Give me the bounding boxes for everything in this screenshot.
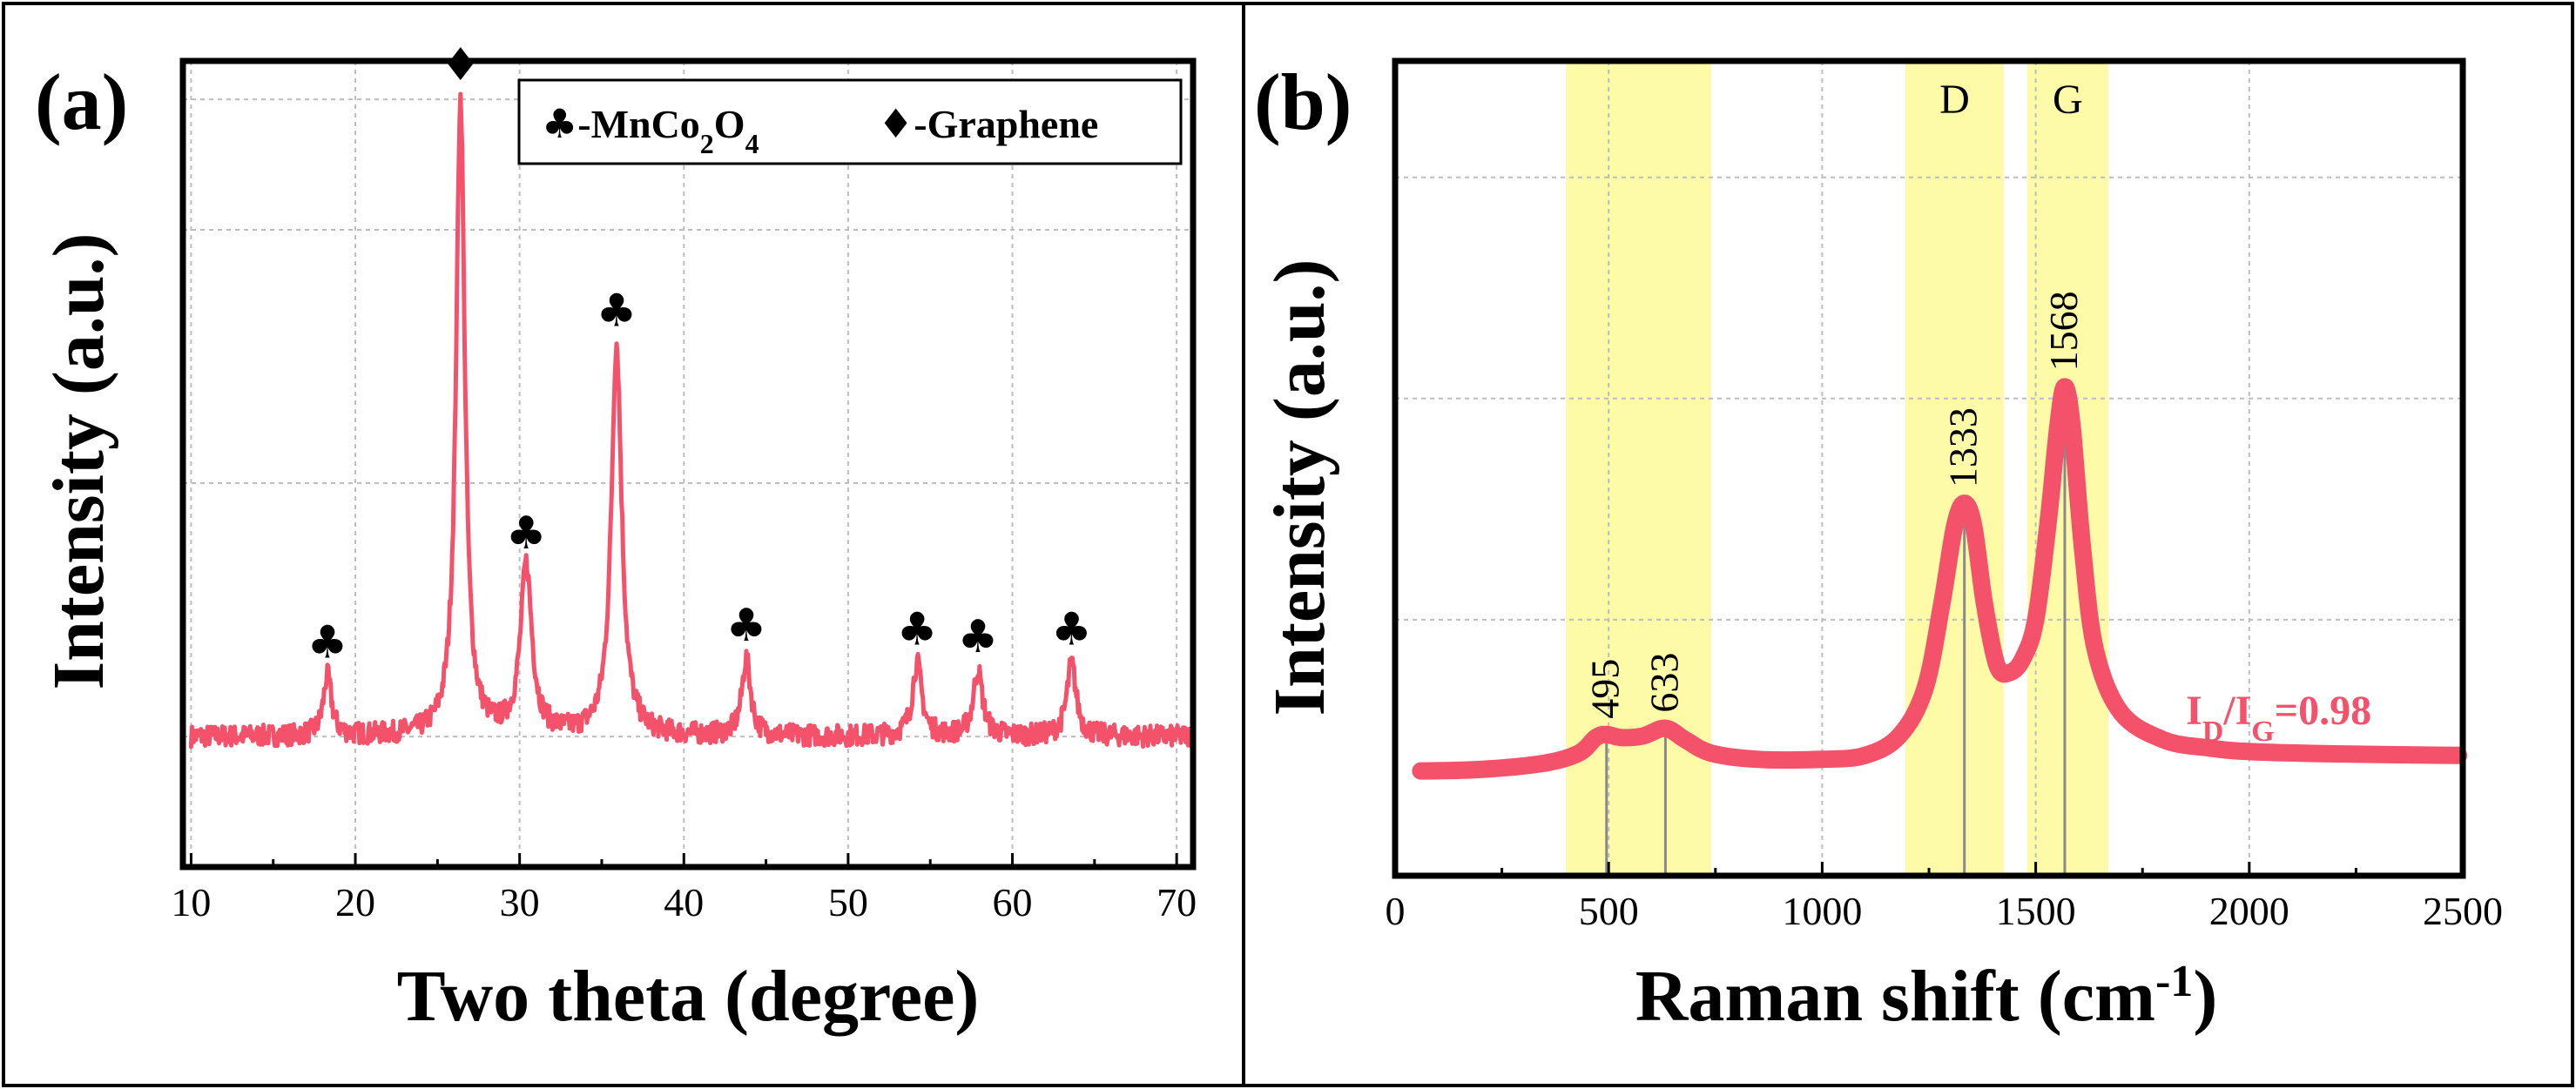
club-icon: ♣ — [897, 603, 938, 655]
panel-b-label: (b) — [1254, 57, 1352, 146]
panel-a-grid — [183, 61, 1193, 867]
panel-b-chart: D G 495 633 1333 1568 0 500 1000 1500 2000 2500 (… — [1254, 57, 2503, 1037]
club-icon: ♣ — [542, 100, 577, 147]
diamond-icon: ♦ — [878, 100, 914, 147]
club-icon: ♣ — [307, 616, 348, 669]
club-icon: ♣ — [958, 611, 999, 663]
diamond-icon: ♦ — [440, 39, 481, 91]
highlight-band — [1905, 61, 2004, 876]
panel-a-tick-label: 10 — [171, 880, 211, 924]
panel-a-xrd-curve — [188, 91, 1196, 750]
panel-a-tick-label: 50 — [828, 880, 868, 924]
club-icon: ♣ — [597, 285, 637, 337]
panel-a-plot-area — [179, 57, 1197, 871]
panel-b-y-axis-label: Intensity (a.u.) — [1259, 259, 1340, 716]
panel-a-legend: ♣-MnCo2O4 ♦-Graphene — [517, 78, 1183, 165]
club-icon: ♣ — [506, 508, 547, 560]
panel-a-y-axis-label: Intensity (a.u.) — [38, 232, 119, 689]
band-label-g: G — [2053, 77, 2083, 123]
panel-a-x-axis-label: Two theta (degree) — [397, 956, 980, 1037]
panel-b-tick-label: 2000 — [2209, 889, 2289, 933]
panel-a-tick-label: 30 — [500, 880, 540, 924]
panel-b-x-axis-label: Raman shift (cm-1) — [1635, 956, 2218, 1037]
panel-b-frame — [1242, 2, 2574, 1087]
legend-item-mnco2o4: ♣-MnCo2O4 — [542, 100, 759, 159]
panel-a-tick-label: 70 — [1157, 880, 1197, 924]
club-icon: ♣ — [726, 600, 767, 652]
panel-b-peak-labels: 495 633 1333 1568 — [1583, 291, 2086, 718]
panel-b-raman-curve — [1412, 378, 2468, 780]
panel-a-tick-label: 40 — [664, 880, 704, 924]
peak-label-633: 633 — [1642, 653, 1686, 713]
club-icon: ♣ — [1051, 603, 1092, 655]
panel-b-x-ticks: 0 500 1000 1500 2000 2500 — [1386, 862, 2503, 933]
peak-label-1568: 1568 — [2041, 291, 2086, 371]
band-label-d: D — [1939, 77, 1970, 123]
legend-box — [517, 78, 1183, 165]
panel-b-tick-label: 500 — [1579, 889, 1639, 933]
panel-b-tick-label: 0 — [1386, 889, 1406, 933]
peak-label-495: 495 — [1583, 659, 1628, 719]
panel-a-x-ticks: 10 20 30 40 50 60 70 — [171, 853, 1197, 924]
panel-a-chart: ♣ ♦ ♣ ♣ ♣ ♣ ♣ ♣ 10 20 30 40 50 60 70 (a) ♣-MnCo2O4 ♦-… — [35, 39, 1197, 1037]
panel-a-label: (a) — [35, 57, 128, 146]
id-ig-ratio-annotation: ID/IG=0.98 — [2186, 688, 2371, 748]
panel-b-tick-label: 2500 — [2423, 889, 2503, 933]
panel-b-tick-label: 1000 — [1782, 889, 1862, 933]
panel-b-tick-label: 1500 — [1996, 889, 2076, 933]
panel-a-tick-label: 60 — [993, 880, 1033, 924]
panel-b-peak-lines — [1605, 387, 2067, 876]
panel-a-tick-label: 20 — [335, 880, 375, 924]
legend-item-graphene: ♦-Graphene — [878, 100, 1098, 147]
peak-label-1333: 1333 — [1941, 407, 1986, 487]
panel-a-peak-markers: ♣ ♦ ♣ ♣ ♣ ♣ ♣ ♣ — [307, 39, 1092, 669]
